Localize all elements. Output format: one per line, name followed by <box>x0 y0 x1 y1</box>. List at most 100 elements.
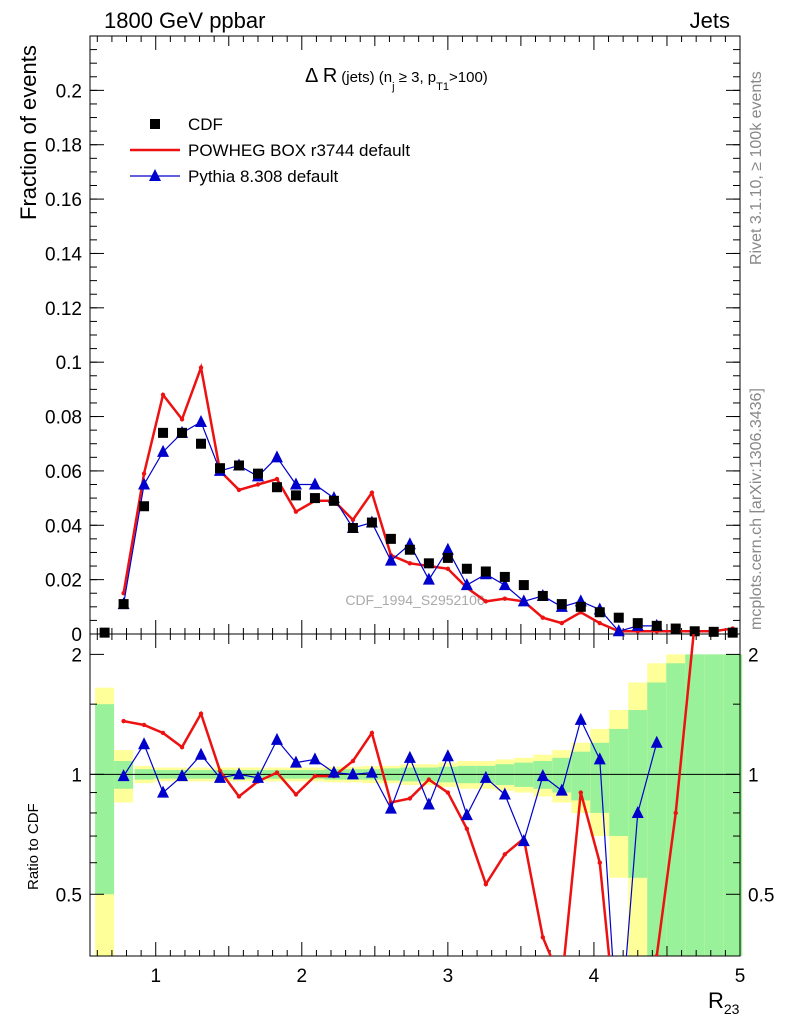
x-tick-label: 4 <box>589 966 600 987</box>
y-tick-label-ratio: 2 <box>71 645 82 666</box>
pythia-point <box>422 572 435 585</box>
cdf-point <box>575 601 586 612</box>
pythia-ratio-point <box>232 767 245 780</box>
pythia-ratio-point <box>289 755 302 768</box>
cdf-point <box>328 495 339 506</box>
legend-marker-cdf <box>150 119 160 129</box>
y-tick-label-ratio-right: 2 <box>748 645 759 666</box>
legend-label: POWHEG BOX r3744 default <box>188 141 410 160</box>
band-green <box>552 757 572 793</box>
title-gt: >100) <box>449 69 488 86</box>
pythia-ratio-point <box>631 805 644 818</box>
y-tick-label-ratio-right: 0.5 <box>748 885 774 906</box>
cdf-point <box>537 590 548 601</box>
powheg-point <box>502 596 508 601</box>
powheg-ratio-point <box>426 777 432 782</box>
y-tick-label-main: 0.08 <box>45 408 82 429</box>
pythia-ratio-point <box>138 737 151 750</box>
band-green <box>685 654 705 956</box>
pythia-ratio-point <box>498 787 511 800</box>
ratio-series <box>117 621 697 956</box>
title-ge: ≥ 3, p <box>395 69 437 86</box>
cdf-point <box>118 599 129 610</box>
cdf-point <box>461 563 472 574</box>
ratio-clipped <box>117 621 697 956</box>
pythia-ratio-point <box>251 770 264 783</box>
band-green <box>704 654 724 956</box>
powheg-point <box>540 615 546 620</box>
cdf-point <box>556 599 567 610</box>
x-axis-label-sub: 23 <box>724 1001 740 1017</box>
y-tick-label-main: 0.06 <box>45 462 82 483</box>
pythia-point <box>270 450 283 463</box>
powheg-ratio-point <box>179 744 185 750</box>
pythia-ratio-point <box>517 834 530 847</box>
y-tick-label-ratio-right: 1 <box>748 765 759 786</box>
y-tick-label-main: 0 <box>71 625 82 646</box>
cdf-point <box>366 517 377 528</box>
cdf-point <box>423 558 434 569</box>
pythia-ratio-point <box>650 735 663 748</box>
powheg-ratio-point <box>578 790 583 795</box>
cdf-point <box>385 533 396 544</box>
powheg-ratio-point <box>445 790 451 795</box>
powheg-ratio-point <box>597 860 602 865</box>
x-tick-label: 5 <box>735 966 746 987</box>
cdf-point <box>290 490 301 501</box>
title-nsub: j <box>391 81 394 93</box>
main-series <box>99 362 738 638</box>
y-axis-label-main: Fraction of events <box>16 45 41 220</box>
pythia-ratio-point <box>593 752 606 765</box>
cdf-point <box>442 552 453 563</box>
powheg-point <box>483 599 489 604</box>
powheg-ratio-point <box>293 792 299 797</box>
x-tick-label: 1 <box>150 966 161 987</box>
powheg-point <box>293 509 299 514</box>
axes: 0 0.02 0.04 0.06 0.08 0.1 0.12 0.14 0.16 0.18 0.2 0… <box>45 36 774 987</box>
powheg-point <box>445 566 451 571</box>
powheg-point <box>274 476 280 482</box>
y-tick-label-main: 0.14 <box>45 244 82 265</box>
x-tick-label: 2 <box>297 966 308 987</box>
pythia-ratio-point <box>327 765 340 778</box>
pythia-ratio-point <box>422 797 435 810</box>
pythia-ratio-point <box>270 732 283 745</box>
pythia-point <box>195 414 208 427</box>
cdf-point <box>233 460 244 471</box>
watermark: CDF_1994_S2952106 <box>345 592 485 608</box>
cdf-point <box>499 571 510 582</box>
powheg-ratio-point <box>350 758 356 764</box>
powheg-point <box>236 487 242 493</box>
band-green <box>95 704 115 895</box>
y-tick-label-main: 0.16 <box>45 190 82 211</box>
header-left: 1800 GeV ppbar <box>104 8 265 33</box>
pythia-ratio-point <box>346 767 359 780</box>
plot-title: Δ R (jets) (nj ≥ 3, pT1>100) <box>305 65 488 93</box>
cdf-point <box>651 620 662 631</box>
pythia-ratio-point <box>555 783 568 796</box>
powheg-ratio-point <box>369 730 375 736</box>
pythia-point <box>157 444 170 457</box>
cdf-point <box>594 607 605 618</box>
band-green <box>628 710 648 878</box>
powheg-ratio-point <box>464 826 470 831</box>
band-green <box>647 682 667 956</box>
powheg-ratio-point <box>160 730 166 736</box>
powheg-point <box>559 620 564 626</box>
band-green <box>571 751 591 801</box>
powheg-point <box>407 561 413 566</box>
powheg-point <box>179 417 185 422</box>
powheg-ratio-point <box>693 621 697 625</box>
pythia-point <box>460 578 473 591</box>
band-green <box>590 742 610 813</box>
pythia-point <box>612 624 625 637</box>
powheg-ratio-point <box>274 770 280 775</box>
powheg-point <box>369 490 375 495</box>
powheg-point <box>198 365 204 370</box>
band-green <box>609 728 629 837</box>
pythia-point <box>441 542 454 555</box>
pythia-ratio-point <box>176 769 189 782</box>
pythia-ratio-point <box>441 749 454 762</box>
band-green <box>723 654 743 956</box>
